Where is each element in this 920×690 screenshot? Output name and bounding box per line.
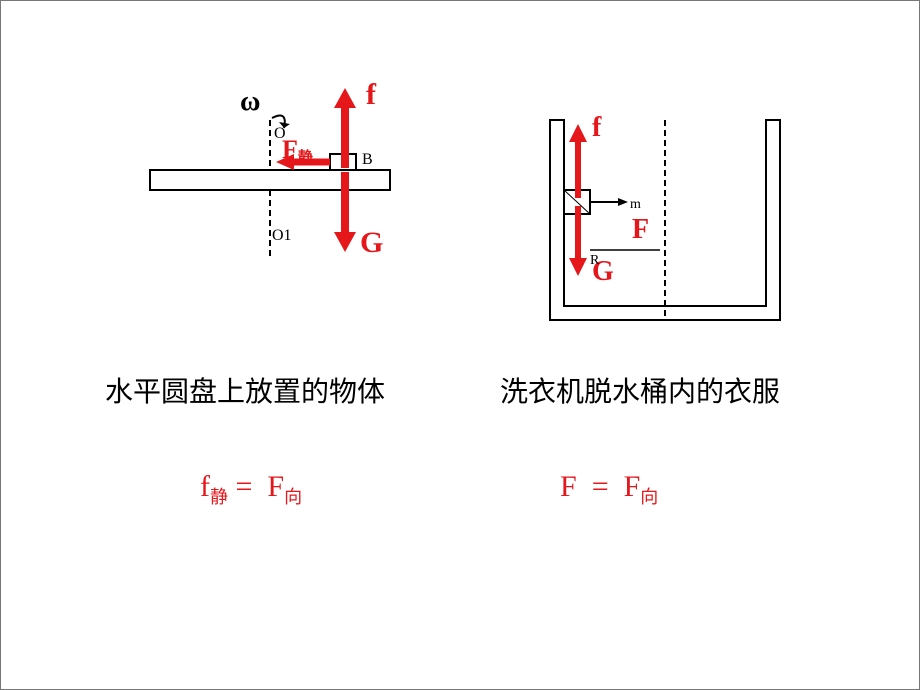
formula-eq2: = (592, 470, 609, 503)
f-up-head (569, 124, 587, 142)
g-arrow-head (334, 232, 356, 252)
formula-right: F = F向 (560, 470, 658, 509)
omega-label: ω (240, 86, 260, 117)
r-label: R (590, 253, 600, 268)
m-pointer-head (618, 198, 628, 206)
right-diagram-svg: f G F m R (520, 80, 820, 340)
left-diagram: ω O O1 B f G F静 (130, 80, 430, 320)
formula-right-rhs: F (624, 470, 641, 503)
formula-left-lhs: f (200, 470, 210, 503)
right-diagram: f G F m R (520, 80, 820, 340)
g-down-head (569, 258, 587, 276)
b-label: B (362, 151, 373, 168)
formula-left: f静 = F向 (200, 470, 302, 509)
f-label-right: f (592, 112, 602, 143)
m-label: m (630, 197, 641, 212)
left-diagram-svg: ω O O1 B f G F静 (130, 80, 430, 320)
caption-right: 洗衣机脱水桶内的衣服 (500, 370, 780, 410)
g-label: G (360, 226, 383, 259)
formula-left-lhs-sub: 静 (210, 487, 228, 507)
fstatic-label: F静 (282, 135, 313, 166)
formula-left-rhs: F (267, 470, 284, 503)
formula-eq1: = (236, 470, 253, 503)
f-arrow-head (334, 88, 356, 108)
disk (150, 170, 390, 190)
formula-right-rhs-sub: 向 (640, 487, 658, 507)
caption-left: 水平圆盘上放置的物体 (105, 370, 385, 410)
formula-left-rhs-sub: 向 (284, 487, 302, 507)
f-label: f (366, 80, 377, 111)
formula-right-lhs: F (560, 470, 577, 503)
o1-label: O1 (272, 227, 292, 244)
f-normal-label: F (632, 214, 649, 245)
